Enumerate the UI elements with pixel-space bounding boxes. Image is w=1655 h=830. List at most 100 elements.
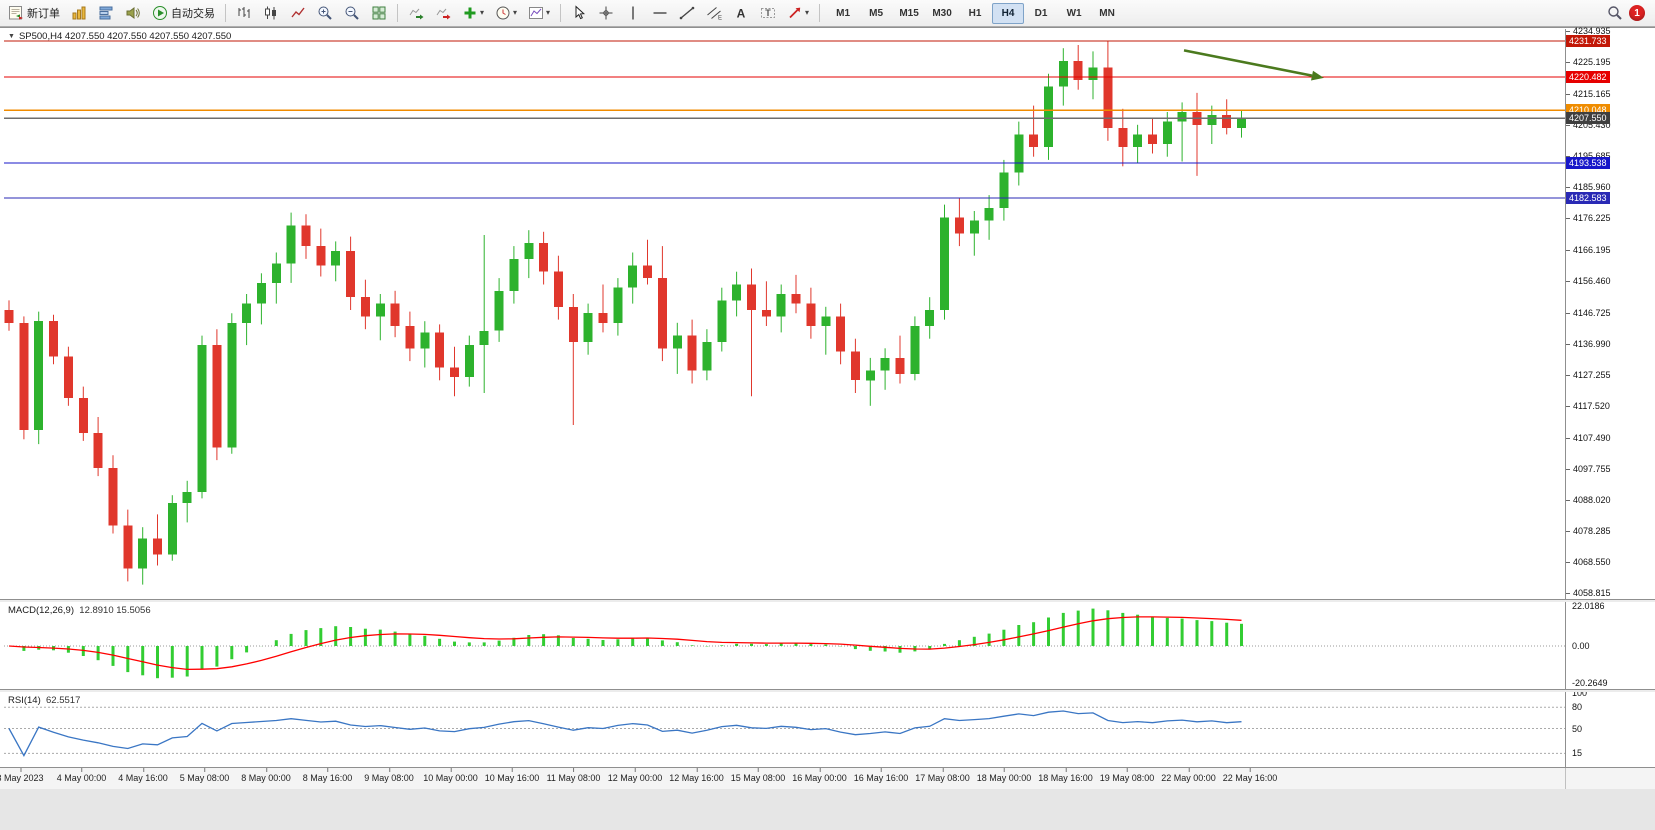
time-tick: 9 May 08:00	[364, 768, 414, 783]
template-icon	[529, 7, 544, 19]
time-tick: 18 May 00:00	[976, 768, 1032, 783]
charts-icon	[72, 6, 86, 20]
arrow-tools-button[interactable]: ▾	[782, 2, 814, 24]
rsi-label: RSI(14) 62.5517	[8, 695, 80, 706]
bottom-filler	[0, 789, 1655, 830]
add-indicator-button[interactable]: ▾	[457, 2, 489, 24]
text-label-tool-button[interactable]: T	[755, 2, 781, 24]
price-tick: 4225.195	[1566, 57, 1611, 67]
auto-trading-label: 自动交易	[171, 8, 215, 20]
text-icon: A	[737, 7, 746, 21]
macd-label: MACD(12,26,9) 12.8910 15.5056	[8, 605, 151, 616]
tile-windows-button[interactable]	[366, 2, 392, 24]
trend-line-tool-button[interactable]	[674, 2, 700, 24]
timeframe-w1[interactable]: W1	[1066, 7, 1082, 19]
new-order-icon	[9, 6, 23, 20]
market-depth-button[interactable]	[93, 2, 119, 24]
timeframe-group: M1 M5 M15 M30 H1 H4 D1 W1 MN	[827, 2, 1123, 24]
line-chart-icon	[291, 7, 305, 18]
timeframe-m30[interactable]: M30	[932, 7, 952, 19]
line-chart-button[interactable]	[285, 2, 311, 24]
new-order-button[interactable]: 新订单	[3, 2, 65, 24]
horizontal-line-tool-button[interactable]	[647, 2, 673, 24]
notification-badge[interactable]: 1	[1629, 5, 1645, 21]
rsi-axis-label: 100	[1572, 688, 1588, 698]
chart-shift-icon	[436, 8, 451, 20]
candlestick-chart-icon	[265, 6, 276, 20]
price-tick: 4136.990	[1566, 339, 1611, 349]
macd-axis-label: 0.00	[1572, 641, 1590, 651]
template-button[interactable]: ▾	[523, 2, 555, 24]
rsi-axis-label: 80	[1572, 702, 1583, 713]
panel-separator[interactable]	[0, 689, 1655, 692]
time-tick: 15 May 08:00	[730, 768, 786, 783]
chart-shift-button[interactable]	[430, 2, 456, 24]
period-icon	[496, 6, 510, 20]
timeframe-mn[interactable]: MN	[1099, 7, 1115, 19]
timeframe-m15[interactable]: M15	[899, 7, 919, 19]
rsi-axis-label: 50	[1572, 723, 1583, 734]
sounds-button[interactable]	[120, 2, 146, 24]
search-icon	[1608, 6, 1622, 20]
crosshair-icon	[599, 6, 613, 20]
charts-button[interactable]	[66, 2, 92, 24]
bar-chart-button[interactable]	[231, 2, 257, 24]
bar-chart-icon	[238, 7, 250, 18]
svg-text:E: E	[718, 16, 722, 22]
candlestick-chart[interactable]	[4, 29, 1565, 599]
rsi-panel[interactable]	[4, 693, 1565, 764]
arrow-tools-icon	[789, 7, 801, 19]
text-tool-button[interactable]: A	[728, 2, 754, 24]
auto-trading-icon	[153, 6, 167, 20]
timeframe-h4[interactable]: H4	[992, 2, 1025, 24]
notification-count: 1	[1634, 7, 1640, 19]
price-tick: 4068.550	[1566, 557, 1611, 567]
price-axis[interactable]: 4234.935 4225.195 4215.165 4205.430 4195.685…	[1565, 26, 1655, 767]
symbol-ohlc-text: SP500,H4 4207.550 4207.550 4207.550 4207…	[18, 31, 232, 42]
price-tick: 4205.430	[1566, 120, 1611, 130]
crosshair-tool-button[interactable]	[593, 2, 619, 24]
rsi-axis-label: 15	[1572, 748, 1583, 759]
cursor-tool-button[interactable]	[566, 2, 592, 24]
price-level-badge: 4207.550	[1566, 112, 1610, 125]
equidistant-channel-tool-button[interactable]: E	[701, 2, 727, 24]
rsi-name: RSI(14)	[8, 695, 41, 706]
panel-separator[interactable]	[0, 599, 1655, 602]
quick-trade-toggle-icon[interactable]: ▼	[8, 33, 15, 40]
timeframe-h1[interactable]: H1	[968, 7, 982, 19]
price-level-badge: 4231.733	[1566, 35, 1610, 47]
timeframe-m1[interactable]: M1	[836, 7, 851, 19]
zoom-out-button[interactable]	[339, 2, 365, 24]
time-tick: 22 May 00:00	[1161, 768, 1216, 783]
vertical-line-icon	[632, 6, 634, 20]
timeframe-m5[interactable]: M5	[869, 7, 884, 19]
time-tick: 16 May 16:00	[853, 768, 909, 783]
price-tick: 4097.755	[1566, 464, 1611, 474]
price-tick: 4146.725	[1566, 308, 1611, 318]
auto-trading-button[interactable]: 自动交易	[147, 2, 220, 24]
horizontal-line-icon	[653, 12, 667, 14]
price-level-badge: 4220.482	[1566, 71, 1610, 83]
rsi-values: 62.5517	[46, 695, 81, 706]
search-button[interactable]	[1602, 2, 1628, 24]
toolbar-separator	[819, 4, 821, 22]
cursor-icon	[575, 5, 586, 20]
time-axis[interactable]: 3 May 2023 4 May 00:00 4 May 16:00 5 May 08…	[0, 767, 1655, 789]
sounds-icon	[126, 7, 140, 19]
chart-window: 4234.935 4225.195 4215.165 4205.430 4195.685…	[0, 26, 1655, 830]
auto-scroll-button[interactable]	[403, 2, 429, 24]
candlestick-chart-button[interactable]	[258, 2, 284, 24]
vertical-line-tool-button[interactable]	[620, 2, 646, 24]
price-tick: 4117.520	[1566, 401, 1610, 411]
time-tick: 10 May 16:00	[484, 768, 540, 783]
time-tick: 18 May 16:00	[1038, 768, 1093, 783]
timeframe-d1[interactable]: D1	[1034, 7, 1048, 19]
price-tick: 4176.225	[1566, 213, 1611, 223]
chevron-down-icon: ▾	[546, 8, 551, 17]
zoom-in-button[interactable]	[312, 2, 338, 24]
macd-panel[interactable]	[4, 603, 1565, 689]
period-selector-button[interactable]: ▾	[490, 2, 522, 24]
trend-line-icon	[679, 6, 695, 20]
svg-text:A: A	[737, 7, 746, 21]
